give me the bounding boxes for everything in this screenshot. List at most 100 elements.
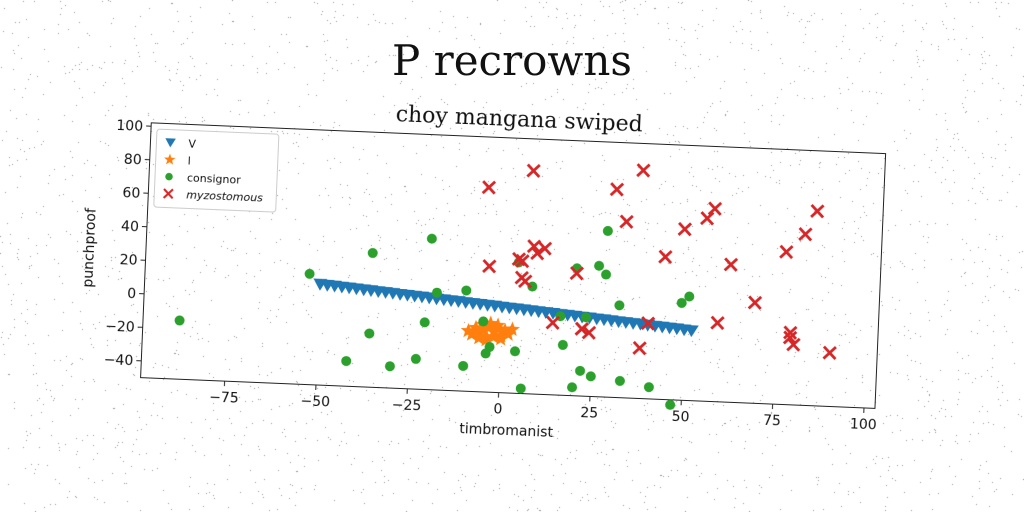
x-tick-label: −75 — [209, 390, 239, 407]
data-point-myzostomous — [569, 266, 585, 281]
data-point-myzostomous — [700, 211, 715, 226]
data-point-consignor — [602, 225, 613, 236]
data-point-consignor — [614, 300, 625, 311]
data-point-consignor — [684, 291, 695, 302]
scatter-plot: choy mangana swiped −75 −50 −25 0 25 50 75 100 −4… — [80, 102, 887, 441]
data-point-myzostomous — [481, 180, 497, 195]
data-point-l — [478, 332, 494, 347]
y-axis-label: punchproof — [80, 207, 99, 288]
data-point-myzostomous — [798, 227, 813, 242]
data-point-consignor — [567, 382, 578, 393]
data-point-consignor — [665, 399, 676, 410]
data-point-consignor — [174, 315, 185, 326]
data-point-l — [490, 317, 506, 333]
x-tick-label: 25 — [580, 405, 598, 422]
data-point-myzostomous — [783, 325, 798, 340]
x-tick-label: 0 — [493, 401, 503, 417]
legend-marker-consignor — [165, 172, 173, 181]
data-point-consignor — [676, 297, 687, 308]
data-point-consignor — [585, 371, 596, 382]
y-tick-label: 60 — [122, 185, 140, 202]
y-tick-label: 80 — [124, 152, 142, 169]
data-point-myzostomous — [526, 163, 541, 178]
series-myzostomous — [481, 163, 837, 360]
data-point-consignor — [426, 233, 437, 244]
data-point-consignor — [384, 361, 395, 372]
x-tick-label: −25 — [391, 397, 421, 414]
data-point-consignor — [575, 365, 586, 376]
data-point-l — [464, 326, 480, 342]
data-point-l — [493, 330, 509, 346]
data-point-consignor — [614, 375, 625, 386]
data-point-V — [684, 324, 699, 338]
data-point-consignor — [431, 287, 442, 298]
legend-marker-l — [164, 153, 176, 165]
data-point-l — [504, 321, 520, 337]
data-point-myzostomous — [581, 325, 597, 340]
series-l — [460, 315, 520, 347]
data-point-consignor — [478, 316, 489, 327]
y-tick-label: −40 — [103, 352, 133, 369]
legend-label-myzostomous: myzostomous — [186, 188, 263, 204]
data-point-myzostomous — [482, 259, 497, 274]
data-point-myzostomous — [779, 244, 794, 260]
data-point-myzostomous — [574, 321, 590, 337]
figure-suptitle: P recrowns — [392, 36, 632, 85]
data-point-myzostomous — [632, 340, 647, 356]
data-point-myzostomous — [677, 221, 693, 237]
y-tick-label: −20 — [105, 319, 135, 336]
data-point-myzostomous — [707, 201, 723, 216]
data-point-myzostomous — [822, 345, 837, 360]
data-point-l — [460, 322, 476, 338]
legend-label-V: V — [188, 137, 197, 150]
data-point-myzostomous — [810, 203, 825, 219]
data-point-consignor — [515, 383, 526, 394]
y-tick-label: 40 — [121, 219, 139, 236]
data-point-myzostomous — [518, 274, 533, 289]
data-point-myzostomous — [619, 214, 634, 229]
data-point-myzostomous — [537, 241, 553, 256]
legend-label-consignor: consignor — [187, 171, 242, 186]
series-V — [313, 278, 699, 338]
data-point-consignor — [461, 285, 472, 296]
x-tick-label: 100 — [850, 416, 877, 433]
x-tick-label: −50 — [300, 393, 330, 410]
data-point-consignor — [601, 269, 612, 280]
data-point-consignor — [480, 348, 491, 359]
y-tick-label: 0 — [127, 286, 137, 302]
data-point-myzostomous — [723, 257, 739, 272]
data-point-consignor — [304, 268, 315, 279]
data-point-consignor — [510, 346, 521, 357]
data-point-myzostomous — [782, 330, 798, 345]
data-point-consignor — [643, 382, 654, 393]
data-point-myzostomous — [530, 246, 545, 261]
data-point-consignor — [458, 360, 469, 371]
chart-figure: choy mangana swiped −75 −50 −25 0 25 50 75 100 −4… — [52, 81, 947, 488]
x-tick-label: 50 — [671, 409, 689, 426]
legend-label-l: l — [187, 154, 191, 167]
data-point-myzostomous — [636, 163, 651, 178]
x-tick-label: 75 — [763, 413, 781, 430]
y-tick-label: 100 — [116, 118, 143, 135]
data-point-myzostomous — [640, 316, 656, 331]
data-point-consignor — [364, 328, 375, 339]
data-point-myzostomous — [710, 315, 725, 331]
data-point-consignor — [594, 260, 605, 271]
data-point-myzostomous — [609, 182, 625, 197]
data-point-consignor — [341, 356, 352, 367]
data-point-consignor — [367, 248, 378, 259]
legend-marker-myzostomous — [162, 188, 174, 200]
legend-box — [153, 128, 280, 213]
data-point-consignor — [419, 317, 430, 328]
legend-marker-V — [165, 138, 176, 148]
data-point-myzostomous — [658, 249, 673, 265]
series-consignor — [174, 225, 695, 410]
chart-title: choy mangana swiped — [395, 102, 643, 137]
y-tick-label: 20 — [119, 252, 137, 269]
x-axis-label: timbromanist — [459, 421, 554, 441]
data-point-myzostomous — [747, 295, 763, 310]
data-point-myzostomous — [545, 315, 561, 330]
data-point-myzostomous — [786, 337, 801, 352]
data-point-consignor — [527, 281, 538, 292]
